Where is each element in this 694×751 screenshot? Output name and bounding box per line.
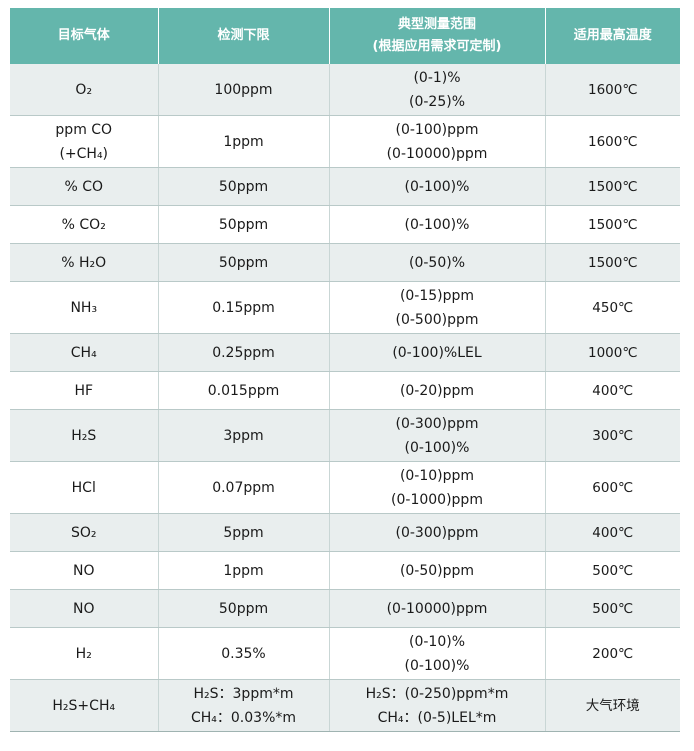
gas-cell: % CO₂	[10, 205, 159, 244]
temp-cell: 1500℃	[545, 243, 680, 282]
gas-cell: O₂	[10, 64, 159, 116]
table-row: % CO₂ 50ppm (0-100)% 1500℃	[10, 205, 680, 244]
limit-cell: 0.15ppm	[158, 281, 330, 334]
range-cell: H₂S：(0-250)ppm*m CH₄：(0-5)LEL*m	[329, 679, 546, 732]
table-row: ppm CO (+CH₄) 1ppm (0-100)ppm (0-10000)pp…	[10, 115, 680, 168]
limit-cell: 1ppm	[158, 115, 330, 168]
range-cell: (0-15)ppm (0-500)ppm	[329, 281, 546, 334]
range-cell: (0-50)%	[329, 243, 546, 282]
gas-cell: H₂S	[10, 409, 159, 462]
temp-cell: 450℃	[545, 281, 680, 334]
limit-cell: 50ppm	[158, 205, 330, 244]
limit-cell: 5ppm	[158, 513, 330, 552]
header-target-gas: 目标气体	[10, 8, 159, 64]
header-detection-limit: 检测下限	[158, 8, 330, 64]
gas-cell: NO	[10, 551, 159, 590]
temp-cell: 1600℃	[545, 115, 680, 168]
gas-spec-table: 目标气体 检测下限 典型测量范围 (根据应用需求可定制) 适用最高温度 O₂ 10…	[10, 8, 680, 732]
table-row: HF 0.015ppm (0-20)ppm 400℃	[10, 371, 680, 410]
gas-cell: ppm CO (+CH₄)	[10, 115, 159, 168]
gas-cell: HF	[10, 371, 159, 410]
table-row: CH₄ 0.25ppm (0-100)%LEL 1000℃	[10, 333, 680, 372]
table-row: H₂S+CH₄ H₂S：3ppm*m CH₄：0.03%*m H₂S：(0-250…	[10, 679, 680, 732]
limit-cell: 1ppm	[158, 551, 330, 590]
table-header: 目标气体 检测下限 典型测量范围 (根据应用需求可定制) 适用最高温度	[10, 8, 680, 64]
temp-cell: 1600℃	[545, 64, 680, 116]
temp-cell: 300℃	[545, 409, 680, 462]
range-cell: (0-300)ppm	[329, 513, 546, 552]
range-cell: (0-300)ppm (0-100)%	[329, 409, 546, 462]
table-body: O₂ 100ppm (0-1)% (0-25)% 1600℃ ppm CO (+C…	[10, 64, 680, 732]
limit-cell: 50ppm	[158, 243, 330, 282]
temp-cell: 200℃	[545, 627, 680, 680]
limit-cell: 50ppm	[158, 167, 330, 206]
range-cell: (0-10000)ppm	[329, 589, 546, 628]
limit-cell: 0.015ppm	[158, 371, 330, 410]
temp-cell: 600℃	[545, 461, 680, 514]
table-row: H₂S 3ppm (0-300)ppm (0-100)% 300℃	[10, 409, 680, 462]
header-max-temperature: 适用最高温度	[545, 8, 680, 64]
gas-cell: SO₂	[10, 513, 159, 552]
limit-cell: 0.07ppm	[158, 461, 330, 514]
temp-cell: 400℃	[545, 513, 680, 552]
table-row: % H₂O 50ppm (0-50)% 1500℃	[10, 243, 680, 282]
gas-cell: % CO	[10, 167, 159, 206]
gas-cell: NH₃	[10, 281, 159, 334]
range-cell: (0-1)% (0-25)%	[329, 64, 546, 116]
temp-cell: 400℃	[545, 371, 680, 410]
range-cell: (0-100)%	[329, 167, 546, 206]
temp-cell: 1500℃	[545, 205, 680, 244]
gas-cell: CH₄	[10, 333, 159, 372]
temp-cell: 1500℃	[545, 167, 680, 206]
limit-cell: H₂S：3ppm*m CH₄：0.03%*m	[158, 679, 330, 732]
limit-cell: 0.25ppm	[158, 333, 330, 372]
gas-cell: NO	[10, 589, 159, 628]
table-row: NH₃ 0.15ppm (0-15)ppm (0-500)ppm 450℃	[10, 281, 680, 334]
range-cell: (0-100)%LEL	[329, 333, 546, 372]
temp-cell: 1000℃	[545, 333, 680, 372]
temp-cell: 500℃	[545, 589, 680, 628]
temp-cell: 500℃	[545, 551, 680, 590]
range-cell: (0-100)%	[329, 205, 546, 244]
gas-cell: HCl	[10, 461, 159, 514]
table-row: HCl 0.07ppm (0-10)ppm (0-1000)ppm 600℃	[10, 461, 680, 514]
gas-cell: H₂S+CH₄	[10, 679, 159, 732]
table-row: NO 50ppm (0-10000)ppm 500℃	[10, 589, 680, 628]
range-cell: (0-10)% (0-100)%	[329, 627, 546, 680]
table-row: NO 1ppm (0-50)ppm 500℃	[10, 551, 680, 590]
range-cell: (0-20)ppm	[329, 371, 546, 410]
temp-cell: 大气环境	[545, 679, 680, 732]
gas-cell: % H₂O	[10, 243, 159, 282]
gas-cell: H₂	[10, 627, 159, 680]
table-row: O₂ 100ppm (0-1)% (0-25)% 1600℃	[10, 64, 680, 116]
limit-cell: 3ppm	[158, 409, 330, 462]
table-row: % CO 50ppm (0-100)% 1500℃	[10, 167, 680, 206]
header-row: 目标气体 检测下限 典型测量范围 (根据应用需求可定制) 适用最高温度	[10, 8, 680, 64]
range-cell: (0-100)ppm (0-10000)ppm	[329, 115, 546, 168]
range-cell: (0-10)ppm (0-1000)ppm	[329, 461, 546, 514]
header-measurement-range: 典型测量范围 (根据应用需求可定制)	[329, 8, 546, 64]
limit-cell: 50ppm	[158, 589, 330, 628]
limit-cell: 100ppm	[158, 64, 330, 116]
table-row: H₂ 0.35% (0-10)% (0-100)% 200℃	[10, 627, 680, 680]
limit-cell: 0.35%	[158, 627, 330, 680]
table-row: SO₂ 5ppm (0-300)ppm 400℃	[10, 513, 680, 552]
range-cell: (0-50)ppm	[329, 551, 546, 590]
